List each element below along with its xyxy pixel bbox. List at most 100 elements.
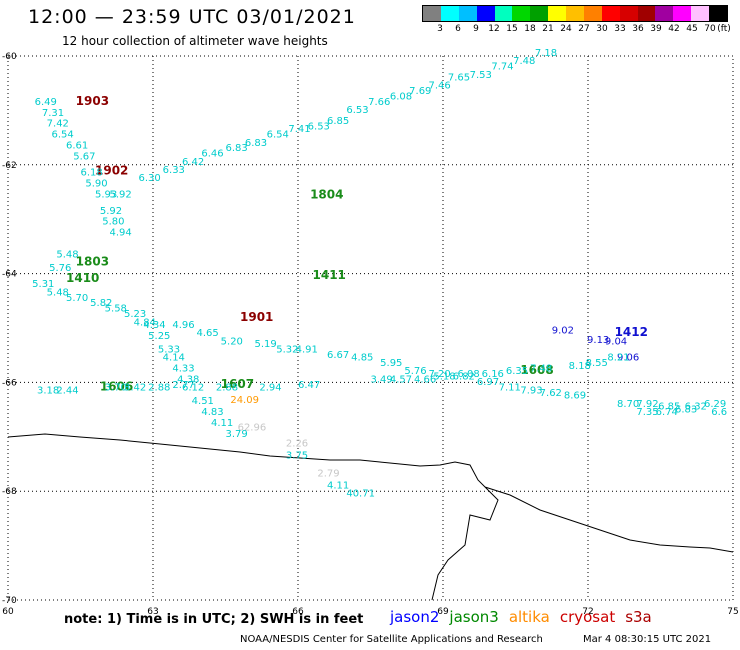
color-scale-label: 21	[542, 24, 554, 34]
wave-height-label: 7.18	[535, 48, 557, 59]
wave-height-label: 6.29	[704, 399, 726, 410]
wave-height-label: 8.18	[569, 361, 591, 372]
lon-tick-label: 75	[727, 607, 738, 617]
lon-tick-label: 66	[292, 607, 304, 617]
wave-height-label: 4.34	[143, 320, 165, 331]
wave-height-label: 2.94	[259, 383, 281, 394]
wave-height-label: 6.35	[506, 366, 528, 377]
wave-height-label: 4.14	[163, 353, 185, 364]
wave-height-label: 4.11	[211, 418, 233, 429]
wave-height-label: 4.84	[134, 317, 156, 328]
wave-height-label: 6.83	[675, 404, 697, 415]
wave-height-label: 7.62	[540, 388, 562, 399]
color-swatch	[548, 6, 566, 21]
wave-height-label: 6.33	[163, 165, 185, 176]
wave-height-label: 6.47	[298, 380, 320, 391]
color-swatch	[494, 6, 513, 21]
wave-height-label: 3.70	[105, 383, 127, 394]
lat-tick-label: -66	[2, 378, 17, 388]
wave-height-label: 7.20	[429, 369, 451, 380]
wave-height-label: 6.61	[66, 140, 88, 151]
wave-height-label: 8.55	[586, 358, 608, 369]
sat-s3a: s3a	[625, 608, 652, 626]
sat-cryosat: cryosat	[559, 608, 616, 626]
wave-height-label: 5.48	[56, 249, 78, 260]
color-swatch	[655, 6, 674, 21]
wave-height-label: 7.53	[470, 70, 492, 81]
wave-height-label: 3.42	[124, 383, 146, 394]
sat-jason2: jason2	[390, 608, 440, 626]
wave-height-label: 7.35	[636, 407, 658, 418]
color-scale-label: 15	[506, 24, 518, 34]
pass-time-label: 1412	[615, 325, 648, 339]
wave-height-label: 6.18	[81, 168, 103, 179]
wave-height-label: 9.06	[617, 353, 639, 364]
wave-height-label: 6.16	[482, 369, 504, 380]
wave-height-label: 6.6	[711, 407, 727, 418]
color-swatch	[566, 6, 584, 21]
color-scale-label: 6	[455, 24, 461, 34]
antarctic-coastline	[7, 433, 734, 601]
wave-height-label: 6.53	[346, 105, 368, 116]
color-scale-label: 12	[488, 24, 500, 34]
wave-height-label: 6.12	[182, 383, 204, 394]
pass-time-label: 1804	[310, 188, 343, 202]
color-scale-label: 39	[650, 24, 662, 34]
wave-height-label: 7.31	[42, 108, 64, 119]
lat-tick-label: -70	[2, 596, 17, 606]
coastline-path	[7, 433, 734, 601]
wave-height-label: 6.49	[35, 97, 57, 108]
color-scale-label: 36	[632, 24, 644, 34]
lon-tick-label: 63	[147, 607, 158, 617]
wave-height-label: 6.54	[267, 130, 289, 141]
color-swatch	[530, 6, 549, 21]
wave-height-label: 7.48	[530, 364, 552, 375]
color-swatch	[637, 6, 656, 21]
pass-time-label: 1803	[76, 254, 109, 268]
wave-height-label: 5.25	[148, 331, 170, 342]
wave-height-label: 6.85	[658, 402, 680, 413]
page-subtitle: 12 hour collection of altimeter wave hei…	[62, 34, 328, 48]
wave-height-label: 5.67	[73, 151, 95, 162]
wave-height-label: 6.53	[308, 121, 330, 132]
wave-height-label: 6.97	[477, 377, 499, 388]
lon-tick-label: 60	[2, 607, 14, 617]
color-swatch	[601, 6, 620, 21]
wave-height-label: 4.83	[201, 407, 223, 418]
color-swatch	[458, 6, 477, 21]
color-swatch	[691, 6, 709, 21]
color-scale-label: 3	[437, 24, 443, 34]
wave-height-label: 5.92	[100, 206, 122, 217]
page-title: 12:00 — 23:59 UTC 03/01/2021	[28, 6, 356, 28]
wave-height-label: 4.85	[351, 353, 373, 364]
wave-height-label: 4.51	[192, 396, 214, 407]
wave-height-label: 5.76	[49, 263, 71, 274]
color-swatch	[673, 6, 692, 21]
wave-height-label: 4.91	[296, 344, 318, 355]
sat-altika: altika	[508, 608, 550, 626]
note-text: note: 1) Time is in UTC; 2) SWH is in fe…	[64, 612, 364, 627]
wave-height-label: 5.95	[380, 358, 402, 369]
wave-height-label: 6.83	[245, 138, 267, 149]
wave-height-label: 6.08	[390, 92, 412, 103]
wave-height-label: 2.88	[216, 383, 238, 394]
pass-time-label: 1410	[66, 271, 99, 285]
wave-height-label: 2.88	[148, 383, 170, 394]
color-swatch	[709, 6, 727, 21]
wave-height-label: 5.20	[221, 336, 243, 347]
wave-height-label: 4.33	[172, 364, 194, 375]
sat-jason3: jason3	[449, 608, 499, 626]
map-axes: 60 63 66 69 72 75 -60 -62 -64 -66 -68 -70	[2, 52, 739, 617]
wave-height-label: 3.49	[371, 374, 393, 385]
wave-height-label: 2.44	[56, 385, 78, 396]
color-swatch	[512, 6, 531, 21]
wave-height-label: 3.79	[226, 429, 248, 440]
wave-height-label: 62.96	[238, 422, 267, 433]
wave-height-label: 4.66	[414, 374, 436, 385]
wave-height-label: 5.32	[276, 344, 298, 355]
wave-height-label: 5.82	[90, 298, 112, 309]
pass-time-label: 1902	[95, 164, 128, 178]
color-scale-legend: 3 6 9 12 15 18 21 24 27 30 33 36 39 42 45 70 (ft)	[422, 5, 731, 36]
wave-height-label: 3.75	[286, 451, 308, 462]
